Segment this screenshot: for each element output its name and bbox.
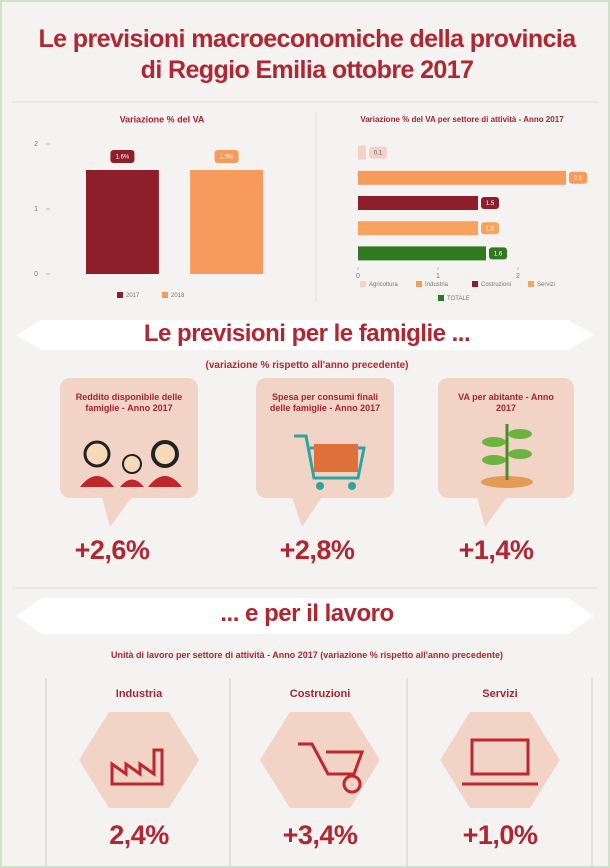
legend-label: Agricoltura [369, 282, 398, 288]
sector-label: Industria [69, 688, 209, 700]
legend-swatch [162, 292, 168, 298]
legend-swatch [117, 292, 123, 298]
legend-label: TOTALE [447, 296, 470, 302]
card-value: +2,6% [42, 535, 182, 566]
card-title: Spesa per consumi finali delle famiglie … [268, 392, 382, 414]
legend-swatch [416, 281, 422, 287]
legend-label: Industria [425, 282, 449, 288]
legend-label: Servizi [537, 282, 555, 288]
sector-label: Servizi [430, 688, 570, 700]
y-tick-label: 2 [34, 141, 38, 148]
page-title: Le previsioni macroeconomiche della prov… [32, 24, 582, 86]
bar [358, 246, 486, 260]
value-label: 1.6 [494, 251, 503, 257]
legend-swatch [528, 281, 534, 287]
card-title: VA per abitante - Anno 2017 [448, 392, 564, 414]
sector-value: +1,0% [430, 820, 570, 851]
section-subtitle: (variazione % rispetto all'anno preceden… [2, 360, 610, 371]
sector-value: 2,4% [69, 820, 209, 851]
section-title: Le previsioni per le famiglie ... [2, 320, 610, 348]
bar [190, 170, 263, 274]
value-label: 1.5 [486, 226, 495, 232]
section-subtitle: Unità di lavoro per settore di attività … [2, 650, 610, 660]
section-title: ... e per il lavoro [2, 600, 610, 628]
chart-title: Variazione % del VA per settore di attiv… [360, 115, 564, 124]
infographic: Le previsioni macroeconomiche della prov… [0, 0, 610, 868]
legend-label: Costruzioni [481, 282, 511, 288]
y-tick-label: 1 [34, 206, 38, 213]
bar [358, 196, 478, 210]
chart: Variazione % del VA 0 1 2 1.6% 1.6% 2017 2018 [17, 106, 307, 306]
legend-label: 2017 [126, 293, 140, 299]
legend-swatch [360, 281, 366, 287]
x-tick-label: 1 [436, 273, 440, 280]
bar [86, 170, 159, 274]
sector-value: +3,4% [250, 820, 390, 851]
legend-label: 2018 [171, 293, 185, 299]
legend-swatch [438, 295, 444, 301]
card-value: +2,8% [247, 535, 387, 566]
value-label: 1.6% [220, 155, 234, 161]
value-label: 1.6% [116, 155, 130, 161]
chart: Variazione % del VA per settore di attiv… [320, 106, 605, 306]
bar [358, 146, 366, 160]
bar [358, 171, 566, 185]
x-tick-label: 2 [516, 273, 520, 280]
sector-label: Costruzioni [250, 688, 390, 700]
value-label: 0.1 [374, 151, 383, 157]
card-value: +1,4% [426, 535, 566, 566]
value-label: 1.5 [486, 201, 495, 207]
card-title: Reddito disponibile delle famiglie - Ann… [70, 392, 188, 414]
y-tick-label: 0 [34, 271, 38, 278]
chart-title: Variazione % del VA [120, 114, 205, 124]
bar [358, 221, 478, 235]
value-label: 2.6 [574, 176, 583, 182]
legend-swatch [472, 281, 478, 287]
x-tick-label: 0 [356, 273, 360, 280]
